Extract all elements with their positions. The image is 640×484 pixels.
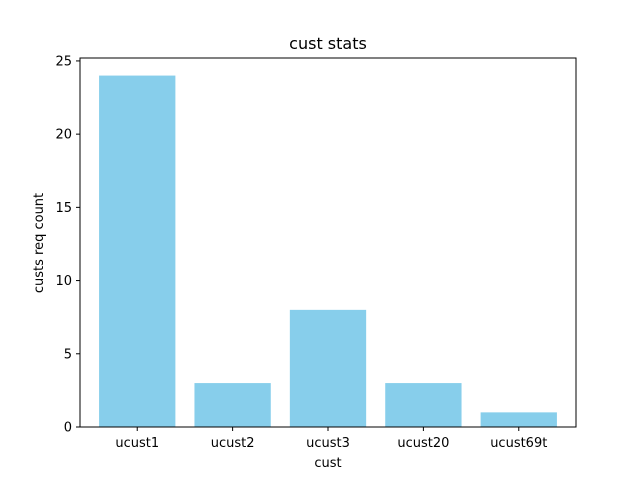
bar-ucust20 [385, 383, 462, 427]
x-axis-label: cust [314, 456, 341, 471]
y-tick-label: 0 [64, 421, 72, 436]
x-tick-label-ucust20: ucust20 [397, 436, 449, 451]
bar-ucust3 [289, 309, 367, 427]
x-tick-label-ucust69t: ucust69t [490, 436, 547, 451]
bar-ucust1 [99, 75, 176, 428]
plot-frame [79, 57, 577, 428]
y-axis-ticks: 0 5 10 15 20 25 [55, 54, 80, 436]
x-tick-label-ucust2: ucust2 [211, 436, 255, 451]
x-axis-ticks: ucust1 ucust2 ucust3 ucust20 ucust69t [115, 427, 547, 451]
y-tick-label: 25 [55, 54, 72, 69]
y-tick-label: 15 [55, 201, 72, 216]
y-tick-label: 20 [55, 128, 72, 143]
x-tick-label-ucust1: ucust1 [115, 436, 159, 451]
bars-layer [99, 75, 557, 428]
y-axis-label: custs req count [32, 193, 47, 293]
y-tick-label: 10 [55, 274, 72, 289]
y-tick-label: 5 [64, 347, 72, 362]
bar-ucust69t [480, 412, 557, 427]
chart-title: cust stats [289, 34, 367, 53]
x-tick-label-ucust3: ucust3 [306, 436, 350, 451]
bar-ucust2 [194, 383, 271, 427]
